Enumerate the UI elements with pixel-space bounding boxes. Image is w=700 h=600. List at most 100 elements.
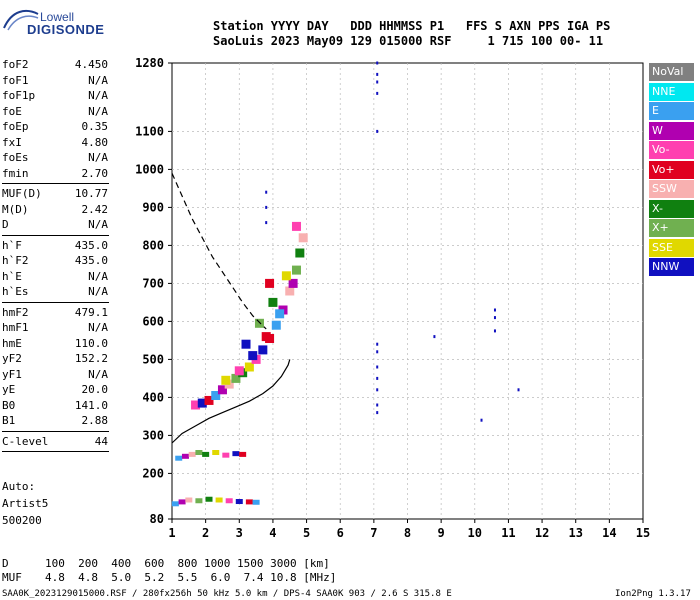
y-tick-label: 800 xyxy=(142,238,164,252)
c-level-value: 44 xyxy=(94,434,108,448)
echo-point xyxy=(171,501,179,507)
param-label: foEp xyxy=(2,120,29,133)
echo-point xyxy=(222,452,230,458)
header-columns: Station YYYY DAY DDD HHMMSS P1 FFS S AXN… xyxy=(213,19,611,33)
echo-point xyxy=(376,342,379,346)
y-tick-label: 1100 xyxy=(135,124,164,138)
echo-point xyxy=(202,451,210,457)
param-value: N/A xyxy=(88,269,108,283)
echo-point xyxy=(175,455,183,461)
param-label: foF1p xyxy=(2,89,36,102)
legend-item: Vo- xyxy=(649,141,694,159)
echo-point xyxy=(217,385,227,395)
echo-point xyxy=(254,318,264,328)
footer-muf-label: MUF xyxy=(2,571,22,584)
legend-item: SSW xyxy=(649,180,694,198)
param-label: yF2 xyxy=(2,352,22,365)
y-tick-label: 300 xyxy=(142,428,164,442)
autoscale-label: Auto: xyxy=(2,480,36,493)
echo-point xyxy=(376,365,379,369)
y-tick-label: 400 xyxy=(142,390,164,404)
echo-point xyxy=(493,308,496,312)
echo-point xyxy=(239,451,247,457)
param-row: foE N/A xyxy=(2,105,108,120)
param-label: foE xyxy=(2,104,22,118)
echo-point xyxy=(232,451,240,457)
echo-point xyxy=(493,316,496,320)
panel-separator xyxy=(2,183,109,184)
autoscale-artist: Artist5 xyxy=(2,497,49,510)
echo-point xyxy=(291,265,301,275)
param-value: 2.88 xyxy=(81,414,109,427)
y-tick-label: 200 xyxy=(142,466,164,480)
param-row: foEs N/A xyxy=(2,151,108,166)
param-value: N/A xyxy=(88,285,108,298)
y-tick-label: 600 xyxy=(142,314,164,328)
echo-point xyxy=(376,388,379,392)
param-value: N/A xyxy=(88,89,108,102)
x-tick-label: 11 xyxy=(501,526,515,540)
param-row: hmF1 N/A xyxy=(2,321,108,336)
header-values: SaoLuis 2023 May09 129 015000 RSF 1 715 … xyxy=(213,34,604,48)
echo-point xyxy=(191,400,201,410)
legend-item: NoVal xyxy=(649,63,694,81)
param-label: yF1 xyxy=(2,367,22,381)
param-label: fmin xyxy=(2,166,29,180)
param-row: B0 141.0 xyxy=(2,399,108,414)
param-label: foF1 xyxy=(2,73,29,87)
x-tick-label: 6 xyxy=(337,526,344,540)
echo-point xyxy=(376,91,379,95)
param-row: M(D) 2.42 xyxy=(2,203,108,218)
echo-point xyxy=(195,498,203,504)
footer-muf-values: 4.8 4.8 5.0 5.2 5.5 6.0 7.4 10.8 [MHz] xyxy=(45,571,337,584)
echo-point xyxy=(195,450,203,455)
param-row: yF1 N/A xyxy=(2,368,108,383)
param-label: MUF(D) xyxy=(2,187,42,200)
param-row: fmin 2.70 xyxy=(2,167,108,182)
param-label: hmF1 xyxy=(2,321,29,334)
param-row: D N/A xyxy=(2,218,108,233)
echo-point xyxy=(231,373,241,383)
y-tick-label: 900 xyxy=(142,200,164,214)
legend-item: W xyxy=(649,121,694,140)
param-label: foEs xyxy=(2,151,29,164)
param-row: MUF(D) 10.77 xyxy=(2,187,108,202)
param-row: fxI 4.80 xyxy=(2,136,108,151)
x-tick-label: 12 xyxy=(535,526,549,540)
param-row: B1 2.88 xyxy=(2,414,108,429)
echo-point xyxy=(376,80,379,84)
param-label: h`F xyxy=(2,238,22,252)
legend-item: SSE xyxy=(649,238,694,257)
echo-point xyxy=(285,286,295,296)
echo-point xyxy=(225,498,233,504)
legend-item: NNE xyxy=(649,82,694,101)
x-tick-label: 13 xyxy=(568,526,582,540)
param-row: h`Es N/A xyxy=(2,285,108,300)
autoscale-code: 500200 xyxy=(2,514,42,527)
param-value: 435.0 xyxy=(74,254,108,267)
echo-point xyxy=(234,366,244,376)
echo-point xyxy=(376,411,379,415)
legend-item: E xyxy=(649,102,694,120)
echo-point xyxy=(241,339,251,349)
param-label: fxI xyxy=(2,135,22,149)
param-row: foEp 0.35 xyxy=(2,120,108,135)
x-tick-label: 3 xyxy=(236,526,243,540)
echo-point xyxy=(275,309,285,319)
y-tick-label: 1280 xyxy=(135,56,164,70)
x-tick-label: 8 xyxy=(404,526,411,540)
param-value: 2.42 xyxy=(81,202,109,216)
echo-point xyxy=(376,72,379,76)
y-tick-label: 500 xyxy=(142,352,164,366)
echo-point xyxy=(244,362,254,372)
param-row: h`E N/A xyxy=(2,270,108,285)
param-row: hmF2 479.1 xyxy=(2,306,108,321)
profile-line xyxy=(171,359,291,444)
x-tick-label: 14 xyxy=(602,526,616,540)
param-label: B0 xyxy=(2,398,16,412)
x-tick-label: 9 xyxy=(438,526,445,540)
echo-point xyxy=(205,496,213,502)
echo-point xyxy=(376,350,379,354)
param-label: h`F2 xyxy=(2,254,29,267)
param-value: N/A xyxy=(88,73,108,87)
